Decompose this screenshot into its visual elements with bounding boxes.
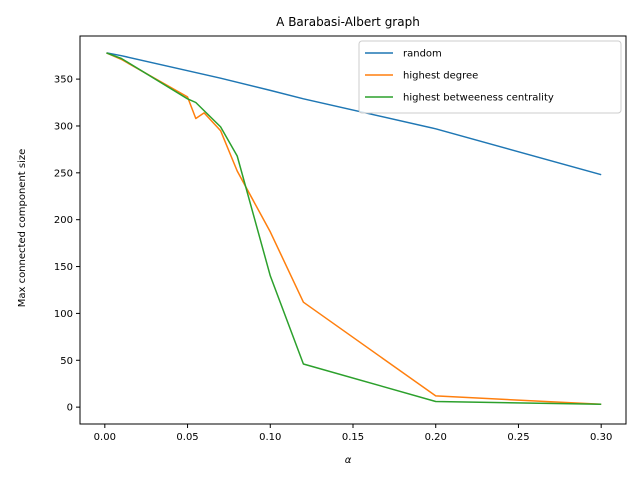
x-tick-label: 0.00 xyxy=(94,432,116,443)
legend-label: highest degree xyxy=(403,71,478,82)
y-tick-label: 250 xyxy=(54,168,73,179)
legend: random highest degree highest betweeness c… xyxy=(358,40,622,114)
chart-title: A Barabasi-Albert graph xyxy=(276,15,420,29)
series-line-0 xyxy=(106,52,602,176)
y-axis: 0 50 100 150 200 250 300 350 xyxy=(54,75,80,414)
legend-label: highest betweeness centrality xyxy=(403,93,554,104)
x-tick-label: 0.15 xyxy=(342,432,364,443)
y-tick-label: 300 xyxy=(54,121,73,132)
series-line-1 xyxy=(106,52,602,406)
x-tick-label: 0.25 xyxy=(507,432,529,443)
y-tick-label: 50 xyxy=(60,356,73,367)
x-tick-label: 0.05 xyxy=(176,432,198,443)
y-axis-label: Max connected component size xyxy=(17,149,28,308)
x-tick-label: 0.10 xyxy=(259,432,281,443)
legend-box xyxy=(358,40,622,114)
y-tick-label: 0 xyxy=(67,403,73,414)
x-tick-label: 0.30 xyxy=(590,432,612,443)
y-tick-label: 200 xyxy=(54,215,73,226)
y-tick-label: 100 xyxy=(54,309,73,320)
plot-series xyxy=(106,52,602,406)
x-axis: 0.00 0.05 0.10 0.15 0.20 0.25 0.30 xyxy=(94,424,612,443)
series-line-2 xyxy=(106,52,602,406)
x-tick-label: 0.20 xyxy=(425,432,447,443)
y-tick-label: 350 xyxy=(54,75,73,86)
x-axis-label: α xyxy=(345,455,352,466)
legend-label: random xyxy=(403,49,442,60)
y-tick-label: 150 xyxy=(54,262,73,273)
